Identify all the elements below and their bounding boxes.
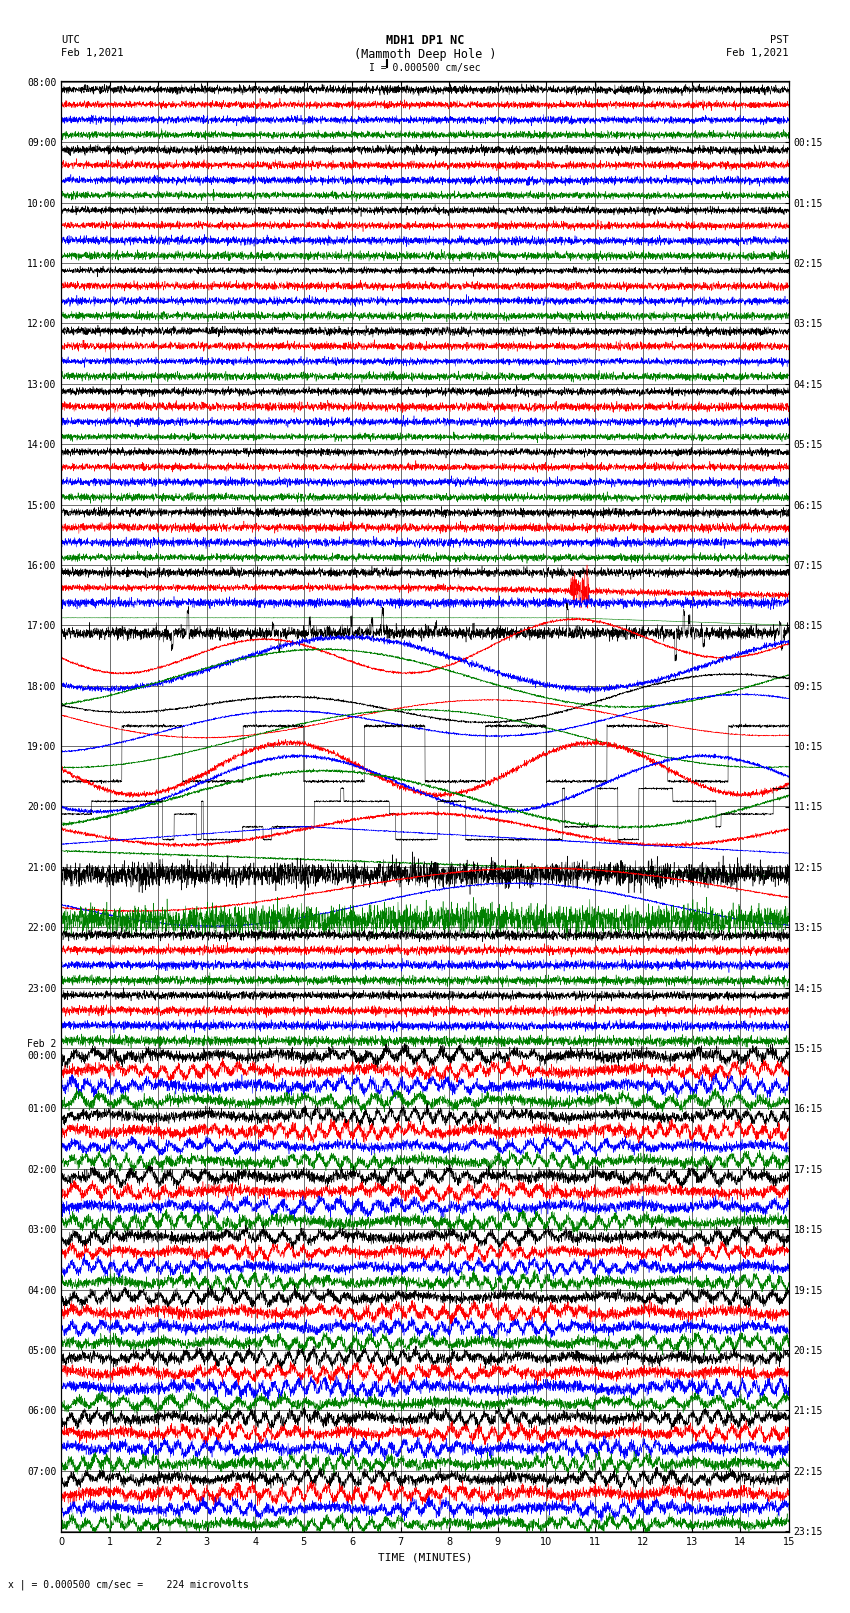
Text: PST: PST [770,35,789,45]
X-axis label: TIME (MINUTES): TIME (MINUTES) [377,1553,473,1563]
Text: (Mammoth Deep Hole ): (Mammoth Deep Hole ) [354,48,496,61]
Text: MDH1 DP1 NC: MDH1 DP1 NC [386,34,464,47]
Text: x | = 0.000500 cm/sec =    224 microvolts: x | = 0.000500 cm/sec = 224 microvolts [8,1579,249,1590]
Text: UTC: UTC [61,35,80,45]
Text: I = 0.000500 cm/sec: I = 0.000500 cm/sec [369,63,481,73]
Text: Feb 1,2021: Feb 1,2021 [61,48,124,58]
Text: Feb 1,2021: Feb 1,2021 [726,48,789,58]
